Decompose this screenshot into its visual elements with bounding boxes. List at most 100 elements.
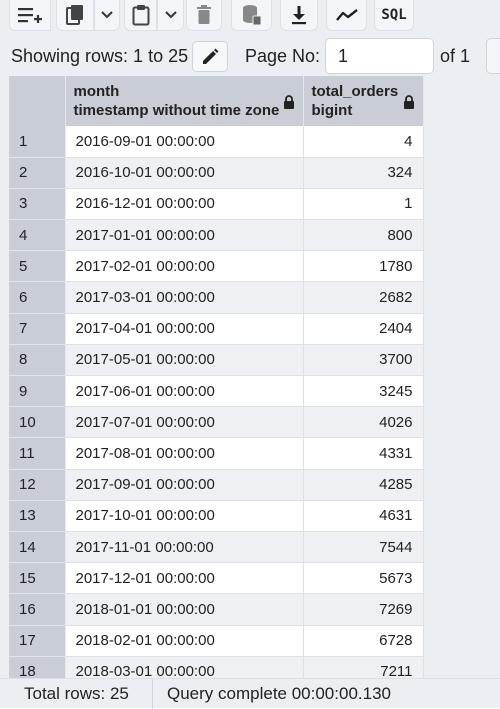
month-cell[interactable]: 2018-01-01 00:00:00 <box>65 593 304 626</box>
total-orders-cell[interactable]: 4631 <box>303 500 424 532</box>
paste-icon <box>132 5 149 26</box>
copy-button[interactable] <box>56 0 94 31</box>
copy-options-dropdown[interactable] <box>94 0 120 31</box>
column-header-month[interactable]: month timestamp without time zone <box>65 76 304 126</box>
paste-options-dropdown[interactable] <box>157 0 184 31</box>
month-cell[interactable]: 2017-04-01 00:00:00 <box>65 313 304 345</box>
page-nav-button[interactable] <box>486 38 500 74</box>
month-cell[interactable]: 2017-07-01 00:00:00 <box>65 406 304 439</box>
row-number-cell[interactable]: 17 <box>9 625 66 657</box>
table-row[interactable]: 1 2016-09-01 00:00:00 4 <box>9 126 424 158</box>
delete-button[interactable] <box>186 0 222 31</box>
download-button[interactable] <box>280 0 318 31</box>
row-number-cell[interactable]: 11 <box>9 437 66 470</box>
total-orders-cell[interactable]: 7544 <box>303 531 424 564</box>
month-cell[interactable]: 2017-12-01 00:00:00 <box>65 562 304 595</box>
table-row[interactable]: 11 2017-08-01 00:00:00 4331 <box>9 437 424 470</box>
month-cell[interactable]: 2018-03-01 00:00:00 <box>65 656 304 678</box>
row-number-cell[interactable]: 14 <box>9 531 66 564</box>
row-number-cell[interactable]: 15 <box>9 562 66 595</box>
table-row[interactable]: 4 2017-01-01 00:00:00 800 <box>9 219 424 252</box>
month-cell[interactable]: 2017-06-01 00:00:00 <box>65 375 304 408</box>
row-number-cell[interactable]: 6 <box>9 281 66 314</box>
row-number-cell[interactable]: 16 <box>9 593 66 626</box>
row-number-cell[interactable]: 1 <box>9 126 66 158</box>
table-row[interactable]: 18 2018-03-01 00:00:00 7211 <box>9 656 424 678</box>
table-row[interactable]: 5 2017-02-01 00:00:00 1780 <box>9 250 424 283</box>
paste-button[interactable] <box>124 0 157 31</box>
add-row-button[interactable] <box>9 0 51 31</box>
graph-visualiser-button[interactable] <box>326 0 367 31</box>
month-cell[interactable]: 2017-10-01 00:00:00 <box>65 500 304 532</box>
table-row[interactable]: 13 2017-10-01 00:00:00 4631 <box>9 500 424 532</box>
month-cell[interactable]: 2017-11-01 00:00:00 <box>65 531 304 564</box>
page-number-input[interactable] <box>325 38 434 74</box>
table-row[interactable]: 17 2018-02-01 00:00:00 6728 <box>9 625 424 657</box>
page-count-label: of 1 <box>440 46 471 66</box>
status-divider <box>152 679 153 709</box>
row-number-cell[interactable]: 2 <box>9 157 66 189</box>
sql-icon: SQL <box>381 7 407 23</box>
table-row[interactable]: 6 2017-03-01 00:00:00 2682 <box>9 281 424 314</box>
row-number-cell[interactable]: 4 <box>9 219 66 252</box>
month-cell[interactable]: 2016-12-01 00:00:00 <box>65 188 304 221</box>
total-orders-cell[interactable]: 324 <box>303 157 424 189</box>
table-row[interactable]: 15 2017-12-01 00:00:00 5673 <box>9 562 424 595</box>
table-row[interactable]: 9 2017-06-01 00:00:00 3245 <box>9 375 424 408</box>
edit-row-range-button[interactable] <box>192 41 228 72</box>
chevron-down-icon <box>164 11 177 19</box>
total-orders-cell[interactable]: 3700 <box>303 344 424 377</box>
total-orders-cell[interactable]: 3245 <box>303 375 424 408</box>
month-cell[interactable]: 2018-02-01 00:00:00 <box>65 625 304 657</box>
table-row[interactable]: 12 2017-09-01 00:00:00 4285 <box>9 469 424 501</box>
total-orders-cell[interactable]: 4331 <box>303 437 424 470</box>
graph-icon <box>335 9 358 21</box>
total-rows-label: Total rows: 25 <box>24 684 129 703</box>
month-cell[interactable]: 2017-03-01 00:00:00 <box>65 281 304 314</box>
row-number-cell[interactable]: 7 <box>9 313 66 345</box>
total-orders-cell[interactable]: 1 <box>303 188 424 221</box>
table-row[interactable]: 2 2016-10-01 00:00:00 324 <box>9 157 424 189</box>
total-orders-cell[interactable]: 7269 <box>303 593 424 626</box>
total-orders-cell[interactable]: 800 <box>303 219 424 252</box>
total-orders-cell[interactable]: 4026 <box>303 406 424 439</box>
row-number-cell[interactable]: 8 <box>9 344 66 377</box>
row-number-cell[interactable]: 10 <box>9 406 66 439</box>
row-number-cell[interactable]: 3 <box>9 188 66 221</box>
row-number-cell[interactable]: 9 <box>9 375 66 408</box>
total-orders-cell[interactable]: 7211 <box>303 656 424 678</box>
total-orders-cell[interactable]: 1780 <box>303 250 424 283</box>
table-row[interactable]: 16 2018-01-01 00:00:00 7269 <box>9 593 424 626</box>
row-number-cell[interactable]: 12 <box>9 469 66 501</box>
total-orders-cell[interactable]: 6728 <box>303 625 424 657</box>
page-no-label: Page No: <box>245 46 321 66</box>
table-row[interactable]: 7 2017-04-01 00:00:00 2404 <box>9 313 424 345</box>
total-orders-cell[interactable]: 2682 <box>303 281 424 314</box>
table-row[interactable]: 3 2016-12-01 00:00:00 1 <box>9 188 424 221</box>
table-body: 1 2016-09-01 00:00:00 4 2 2016-10-01 00:00:0… <box>9 126 424 678</box>
row-number-header[interactable] <box>9 76 66 126</box>
save-data-button[interactable] <box>231 0 272 31</box>
month-cell[interactable]: 2016-10-01 00:00:00 <box>65 157 304 189</box>
month-cell[interactable]: 2017-02-01 00:00:00 <box>65 250 304 283</box>
table-row[interactable]: 10 2017-07-01 00:00:00 4026 <box>9 406 424 439</box>
query-status-label: Query complete 00:00:00.130 <box>167 684 391 703</box>
total-orders-cell[interactable]: 5673 <box>303 562 424 595</box>
sql-button[interactable]: SQL <box>374 0 414 31</box>
total-orders-cell[interactable]: 4 <box>303 126 424 158</box>
add-row-icon <box>18 8 42 23</box>
month-cell[interactable]: 2017-05-01 00:00:00 <box>65 344 304 377</box>
month-cell[interactable]: 2017-08-01 00:00:00 <box>65 437 304 470</box>
total-orders-cell[interactable]: 4285 <box>303 469 424 501</box>
total-orders-cell[interactable]: 2404 <box>303 313 424 345</box>
month-cell[interactable]: 2017-01-01 00:00:00 <box>65 219 304 252</box>
table-header-row: month timestamp without time zone total_… <box>9 76 424 126</box>
table-row[interactable]: 14 2017-11-01 00:00:00 7544 <box>9 531 424 564</box>
column-header-total-orders[interactable]: total_orders bigint <box>303 76 424 126</box>
table-row[interactable]: 8 2017-05-01 00:00:00 3700 <box>9 344 424 377</box>
month-cell[interactable]: 2016-09-01 00:00:00 <box>65 126 304 158</box>
month-cell[interactable]: 2017-09-01 00:00:00 <box>65 469 304 501</box>
row-number-cell[interactable]: 5 <box>9 250 66 283</box>
row-number-cell[interactable]: 13 <box>9 500 66 532</box>
row-number-cell[interactable]: 18 <box>9 656 66 678</box>
